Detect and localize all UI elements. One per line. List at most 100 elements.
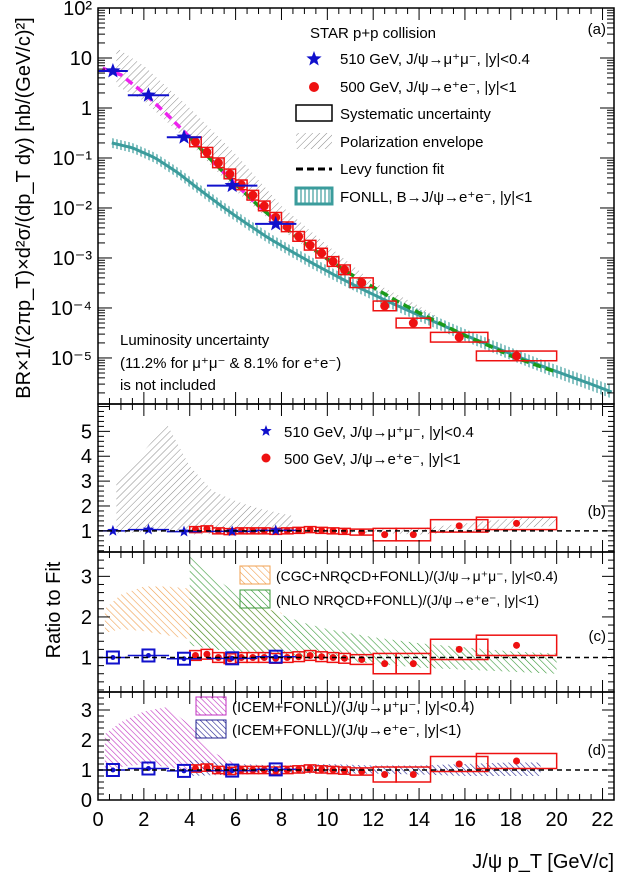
panel-label-c: (c) [589, 628, 607, 645]
panel-label-d: (d) [588, 742, 606, 759]
y-tick-label: 10⁻⁴ [51, 298, 92, 320]
y-tick-label: 1 [81, 760, 92, 782]
ee-syst-box [223, 168, 237, 180]
y-tick-label: 3 [81, 566, 92, 588]
ee-point [248, 190, 258, 200]
panel-label-b: (b) [588, 503, 606, 520]
ratio-ee-point [455, 645, 463, 653]
ratio-mumu-syst-box [141, 648, 156, 663]
text-layer: 0 2 4 6 8 10 12 14 16 18 20 2210²10110⁻¹10⁻²10⁻³10⁻… [13, 0, 614, 873]
ee-syst-box [246, 189, 260, 201]
y-axis-title: BR×1/(2πp_T)×d²σ/(dp_T dy) [nb/(GeV/c)²] [13, 17, 35, 398]
luminosity-note-line: (11.2% for μ⁺μ⁻ & 8.1% for e⁺e⁻) [120, 355, 341, 372]
x-tick-label: 8 [276, 809, 287, 831]
ratio-ee-point [381, 660, 389, 668]
x-tick-label: 2 [138, 809, 149, 831]
y-tick-label: 3 [81, 700, 92, 722]
ee-point [317, 248, 327, 258]
data-layer [98, 62, 614, 783]
polarization-envelope [116, 47, 438, 321]
legend-entry: Systematic uncertainty [340, 106, 491, 123]
legend-c-entry: (CGC+NRQCD+FONLL)/(J/ψ→μ⁺μ⁻, |y|<0.4) [276, 568, 558, 584]
ee-syst-box [475, 350, 558, 362]
ratio-ee-point [358, 528, 366, 536]
levy-fit-ee [188, 136, 555, 374]
y-tick-label: 10⁻¹ [53, 148, 93, 170]
ee-point [202, 147, 212, 157]
legend-entry: 510 GeV, J/ψ→μ⁺μ⁻, |y|<0.4 [340, 51, 530, 68]
ee-syst-box [429, 331, 489, 343]
y-tick-label: 10 [70, 48, 92, 70]
icem-fonll-mumu-band [104, 707, 236, 772]
ratio-ee-point [513, 519, 521, 527]
legend-fonll-marker [294, 186, 334, 206]
y-tick-label: 1 [81, 98, 92, 120]
legend-syst-marker [295, 104, 333, 122]
ratio-mumu-syst-box [177, 763, 191, 778]
y-tick-label: 10⁻⁵ [51, 348, 92, 370]
ratio-ee-point [381, 531, 389, 539]
ee-syst-box [326, 255, 340, 268]
y-tick-label: 10⁻³ [53, 248, 93, 270]
ratio-ee-syst-box [395, 527, 432, 542]
ratio-mumu-syst-box [177, 651, 191, 666]
legend-entry: Polarization envelope [340, 134, 483, 151]
x-tick-label: 14 [408, 809, 430, 831]
axes-layer [97, 7, 615, 801]
ee-syst-box [315, 247, 329, 259]
ratio-ee-syst-box [475, 516, 558, 531]
ratio-ee-syst-box [395, 652, 432, 675]
ratio-ee-syst-box [429, 755, 489, 773]
ee-syst-box [303, 239, 317, 251]
legend-title: STAR p+p collision [310, 25, 436, 42]
ee-point [512, 351, 522, 361]
legend-d-icem-mumu-marker [195, 696, 227, 716]
legend-entry: 500 GeV, J/ψ→e⁺e⁻, |y|<1 [340, 79, 517, 96]
ee-syst-box [200, 146, 214, 158]
luminosity-note-line: is not included [120, 377, 216, 394]
ratio-ee-point [513, 757, 521, 765]
legend-pol-marker [296, 133, 332, 149]
mumu-point [140, 87, 157, 102]
ee-point [305, 240, 315, 250]
ratio-mumu-syst-box [141, 761, 156, 776]
ratio-ee-point [318, 765, 326, 773]
ee-point [225, 169, 235, 179]
ratio-ee-point [513, 641, 521, 649]
ee-point [454, 332, 464, 342]
ratio-ee-point [409, 660, 417, 668]
y-tick-label: 10² [63, 0, 92, 20]
legend-c-cgc-marker [239, 565, 271, 585]
ratio-mumu-syst-box [268, 649, 283, 664]
ratio-ee-point [409, 531, 417, 539]
panel-c-bands [104, 556, 557, 674]
panel-label-a: (a) [588, 21, 606, 38]
ee-point [340, 265, 350, 275]
legend-b-entry: 500 GeV, J/ψ→e⁺e⁻, |y|<1 [284, 451, 461, 468]
ratio-ee-point [381, 771, 389, 778]
ee-point [408, 318, 418, 328]
ratio-axis-title: Ratio to Fit [43, 561, 65, 658]
x-axis-title: J/ψ p_T [GeV/c] [472, 851, 614, 873]
legend-d-entry: (ICEM+FONLL)/(J/ψ→μ⁺μ⁻, |y|<0.4) [232, 699, 474, 716]
ee-syst-box [211, 157, 225, 169]
ratio-mumu-syst-box [225, 651, 240, 666]
ratio-mumu-point [270, 524, 282, 536]
y-tick-label: 1 [81, 521, 92, 543]
ratio-mumu-point [145, 652, 151, 658]
legend-d-icem-ee-marker [195, 719, 227, 739]
ratio-mumu-point [110, 655, 116, 661]
ratio-ee-point [318, 526, 326, 534]
ee-syst-box [349, 277, 374, 289]
panel-c-data [98, 634, 614, 675]
ratio-ee-point [341, 654, 349, 662]
ee-point [213, 158, 223, 168]
ratio-ee-syst-box [475, 634, 558, 657]
ratio-mumu-point [181, 768, 187, 774]
ee-point [357, 278, 367, 288]
legend-entry: FONLL, B→J/ψ→e⁺e⁻, |y|<1 [340, 189, 532, 206]
x-tick-label: 18 [500, 809, 522, 831]
ee-syst-box [257, 200, 271, 212]
